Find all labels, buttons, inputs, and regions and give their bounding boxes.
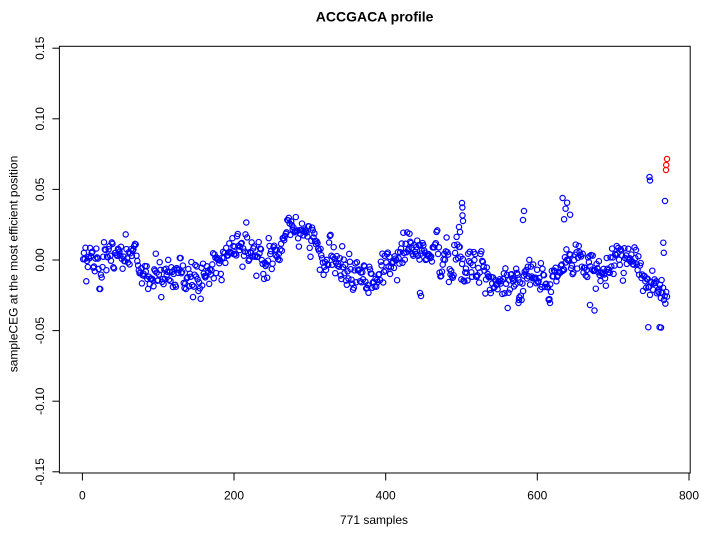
svg-text:600: 600 [527, 489, 547, 503]
svg-text:-0.05: -0.05 [33, 317, 47, 345]
svg-text:0.15: 0.15 [33, 36, 47, 60]
svg-text:400: 400 [376, 489, 396, 503]
svg-text:-0.15: -0.15 [33, 458, 47, 486]
svg-text:0: 0 [79, 489, 86, 503]
svg-text:200: 200 [224, 489, 244, 503]
svg-text:sampleCEG at the most efficien: sampleCEG at the most efficient position [7, 156, 21, 373]
svg-text:0.00: 0.00 [33, 248, 47, 272]
svg-text:0.10: 0.10 [33, 107, 47, 131]
svg-text:-0.10: -0.10 [33, 387, 47, 415]
svg-text:771 samples: 771 samples [340, 513, 408, 527]
svg-text:800: 800 [679, 489, 699, 503]
svg-text:ACCGACA profile: ACCGACA profile [316, 9, 434, 25]
svg-text:0.05: 0.05 [33, 177, 47, 201]
